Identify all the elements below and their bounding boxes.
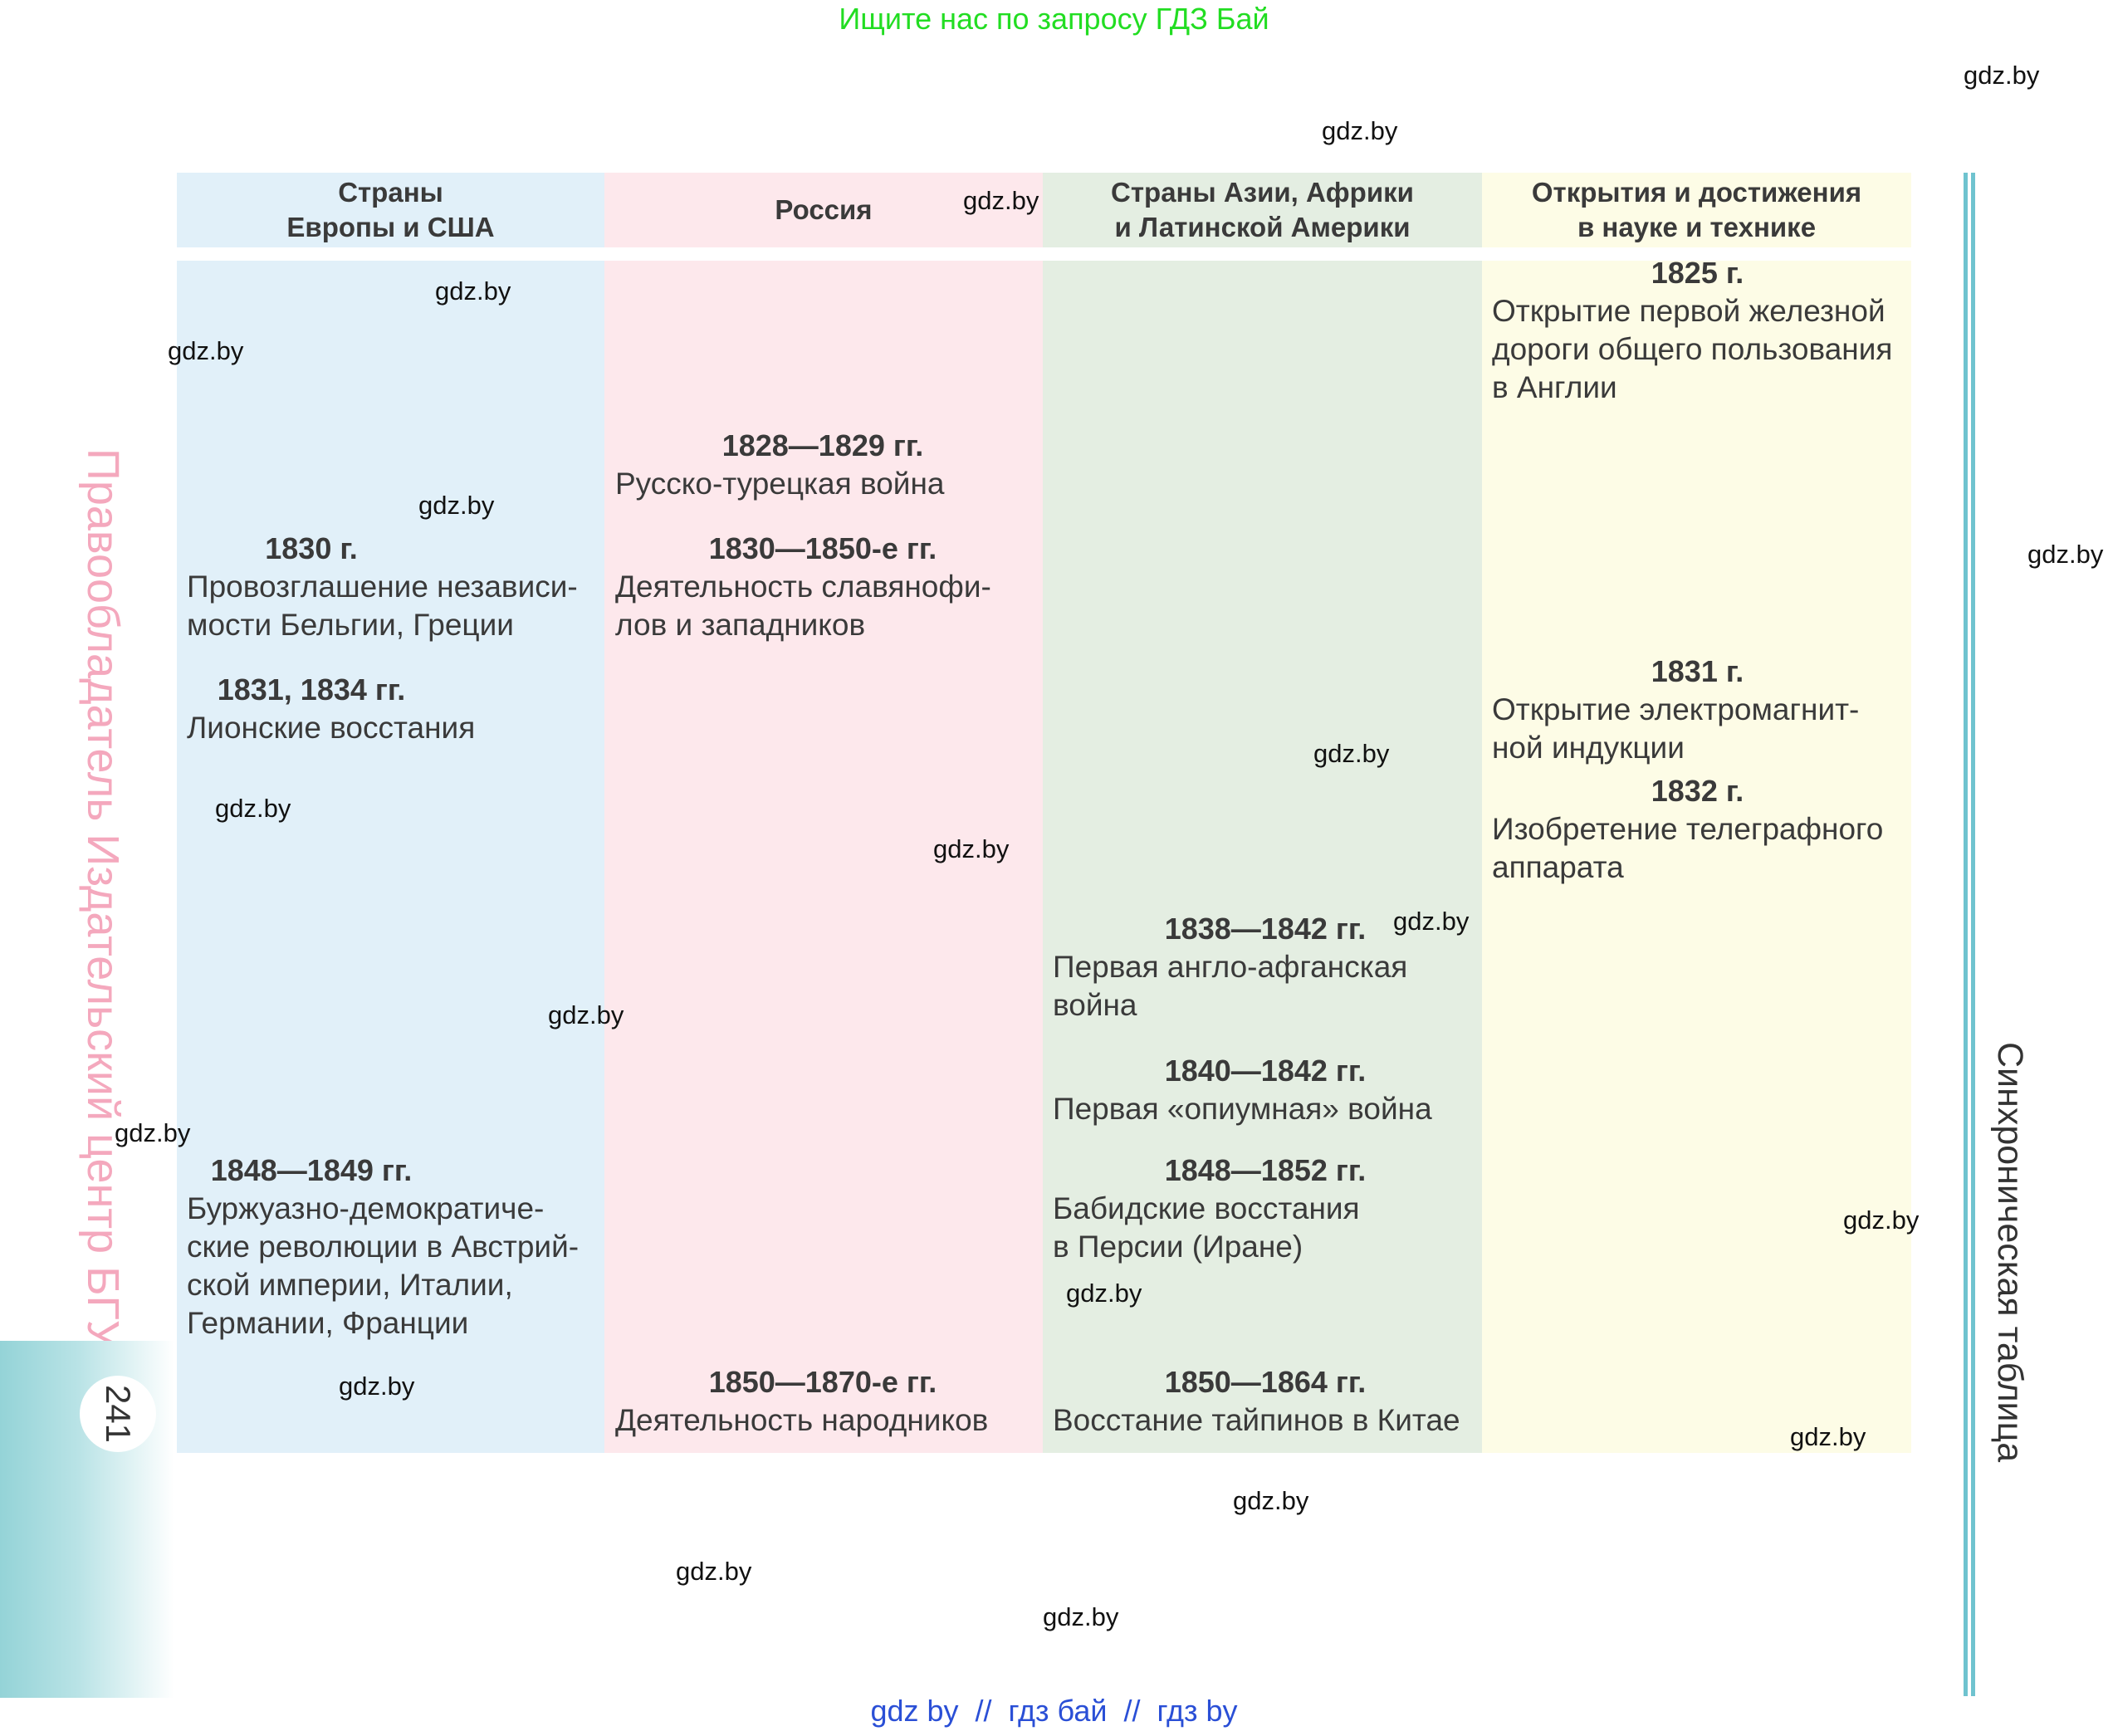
watermark: gdz.by [1790, 1422, 1866, 1451]
search-banner: Ищите нас по запросу ГДЗ Бай [839, 2, 1269, 36]
entry-asia-1838: 1838—1842 гг. Первая англо-афганская вой… [1053, 910, 1478, 1024]
entry-text: Изобретение телеграфного аппарата [1492, 812, 1884, 884]
entry-russia-1830: 1830—1850-е гг. Деятельность славянофи- … [615, 530, 1039, 644]
entry-text: Первая «опиумная» война [1053, 1092, 1432, 1126]
entry-text: Восстание тайпинов в Китае [1053, 1403, 1460, 1437]
entry-year: 1832 г. [1651, 774, 1744, 808]
entry-year: 1840—1842 гг. [1164, 1054, 1367, 1088]
watermark: gdz.by [1393, 907, 1470, 936]
entry-text: Первая англо-афганская война [1053, 950, 1408, 1022]
entry-year: 1838—1842 гг. [1164, 912, 1367, 946]
entry-asia-1850: 1850—1864 гг. Восстание тайпинов в Китае [1053, 1363, 1478, 1440]
watermark: gdz.by [1843, 1205, 1920, 1235]
header-europe: Страны Европы и США [177, 173, 604, 247]
watermark: gdz.by [115, 1118, 191, 1147]
page-number: 241 [98, 1384, 138, 1444]
header-europe-label: Страны Европы и США [286, 177, 495, 242]
watermark: gdz.by [1313, 739, 1390, 768]
watermark: gdz.by [435, 276, 511, 306]
entry-europe-1848: 1848—1849 гг. Буржуазно-демократиче- ски… [187, 1152, 602, 1342]
header-science: Открытия и достижения в науке и технике [1482, 173, 1911, 247]
entry-europe-1831: 1831, 1834 гг. Лионские восстания [187, 671, 602, 747]
entry-text: Провозглашение независи- мости Бельгии, … [187, 570, 578, 642]
entry-year: 1830—1850-е гг. [708, 531, 937, 565]
column-asia: 1838—1842 гг. Первая англо-афганская вой… [1043, 261, 1482, 1453]
column-science: 1825 г. Открытие первой железной дороги … [1482, 256, 1911, 1453]
entry-science-1825: 1825 г. Открытие первой железной дороги … [1492, 254, 1907, 407]
entry-year: 1825 г. [1651, 256, 1744, 290]
header-asia: Страны Азии, Африки и Латинской Америки [1043, 173, 1482, 247]
entry-text: Бабидские восстания в Персии (Иране) [1053, 1191, 1360, 1264]
watermark: gdz.by [215, 794, 291, 823]
watermark: gdz.by [1964, 61, 2040, 90]
entry-text: Русско-турецкая война [615, 467, 945, 501]
entry-europe-1830: 1830 г. Провозглашение независи- мости Б… [187, 530, 602, 644]
entry-year: 1831, 1834 гг. [217, 672, 406, 707]
watermark: gdz.by [933, 834, 1010, 863]
header-asia-label: Страны Азии, Африки и Латинской Америки [1111, 177, 1414, 242]
entry-text: Буржуазно-демократиче- ские революции в … [187, 1191, 580, 1340]
entry-russia-1850: 1850—1870-е гг. Деятельность народников [615, 1363, 1039, 1440]
entry-science-1831: 1831 г. Открытие электромагнит- ной инду… [1492, 653, 1907, 767]
footer-links: gdz by // гдз бай // гдз by [870, 1694, 1238, 1728]
watermark: gdz.by [418, 491, 495, 520]
watermark: gdz.by [339, 1372, 415, 1401]
watermark: gdz.by [548, 1000, 624, 1029]
entry-year: 1830 г. [265, 531, 358, 565]
entry-text: Деятельность народников [615, 1403, 989, 1437]
entry-russia-1828: 1828—1829 гг. Русско-турецкая война [615, 427, 1039, 503]
entry-year: 1850—1870-е гг. [708, 1365, 937, 1399]
entry-year: 1850—1864 гг. [1164, 1365, 1367, 1399]
header-science-label: Открытия и достижения в науке и технике [1531, 177, 1862, 242]
entry-text: Открытие электромагнит- ной индукции [1492, 692, 1860, 765]
entry-year: 1848—1849 гг. [210, 1153, 413, 1187]
accent-line-left [1964, 173, 1968, 1696]
watermark: gdz.by [2027, 540, 2104, 569]
header-russia: Россия [604, 173, 1043, 247]
entry-text: Открытие первой железной дороги общего п… [1492, 294, 1893, 404]
watermark: gdz.by [168, 336, 244, 365]
entry-asia-1840: 1840—1842 гг. Первая «опиумная» война [1053, 1052, 1478, 1128]
entry-asia-1848: 1848—1852 гг. Бабидские восстания в Перс… [1053, 1152, 1478, 1266]
watermark: gdz.by [1233, 1486, 1309, 1515]
table-side-title: Синхроническая таблица [1990, 1042, 2030, 1463]
watermark: gdz.by [1322, 116, 1398, 145]
page-number-badge: 241 [80, 1376, 156, 1452]
watermark: gdz.by [963, 186, 1039, 215]
entry-science-1832: 1832 г. Изобретение телеграфного аппарат… [1492, 772, 1907, 887]
watermark: gdz.by [676, 1557, 752, 1586]
entry-text: Лионские восстания [187, 711, 476, 745]
column-russia: 1828—1829 гг. Русско-турецкая война 1830… [604, 261, 1043, 1453]
entry-year: 1831 г. [1651, 654, 1744, 688]
entry-year: 1828—1829 гг. [721, 428, 924, 462]
header-russia-label: Россия [775, 194, 873, 225]
entry-text: Деятельность славянофи- лов и западников [615, 570, 991, 642]
watermark: gdz.by [1043, 1602, 1119, 1631]
accent-line-right [1971, 173, 1975, 1696]
column-europe: 1830 г. Провозглашение независи- мости Б… [177, 261, 604, 1453]
entry-year: 1848—1852 гг. [1164, 1153, 1367, 1187]
rights-holder-side-text: Правообладатель Издательский центр БГУ [78, 448, 128, 1349]
watermark: gdz.by [1066, 1279, 1142, 1308]
